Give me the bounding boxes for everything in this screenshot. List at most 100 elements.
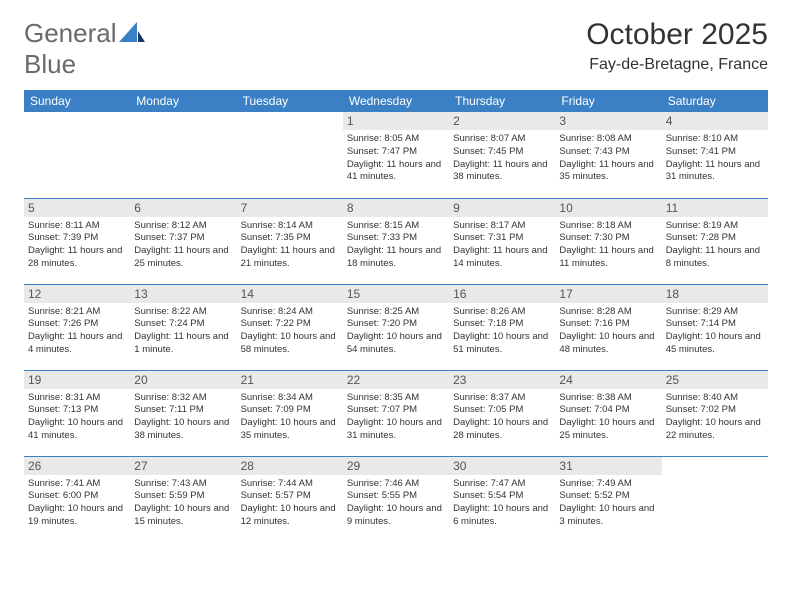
daylight-text: Daylight: 10 hours and 45 minutes.: [666, 331, 764, 357]
day-header: Tuesday: [237, 90, 343, 112]
sunset-text: Sunset: 7:11 PM: [134, 404, 232, 417]
sunrise-text: Sunrise: 8:24 AM: [241, 306, 339, 319]
day-info: Sunrise: 8:22 AMSunset: 7:24 PMDaylight:…: [134, 306, 232, 357]
day-info: Sunrise: 8:26 AMSunset: 7:18 PMDaylight:…: [453, 306, 551, 357]
daylight-text: Daylight: 10 hours and 9 minutes.: [347, 503, 445, 529]
sunrise-text: Sunrise: 8:22 AM: [134, 306, 232, 319]
daylight-text: Daylight: 10 hours and 48 minutes.: [559, 331, 657, 357]
day-info: Sunrise: 8:40 AMSunset: 7:02 PMDaylight:…: [666, 392, 764, 443]
calendar-day: 24Sunrise: 8:38 AMSunset: 7:04 PMDayligh…: [555, 370, 661, 456]
day-number: 12: [24, 285, 130, 303]
sunrise-text: Sunrise: 7:43 AM: [134, 478, 232, 491]
calendar-day: 25Sunrise: 8:40 AMSunset: 7:02 PMDayligh…: [662, 370, 768, 456]
sunset-text: Sunset: 7:07 PM: [347, 404, 445, 417]
day-info: Sunrise: 8:24 AMSunset: 7:22 PMDaylight:…: [241, 306, 339, 357]
day-info: Sunrise: 8:14 AMSunset: 7:35 PMDaylight:…: [241, 220, 339, 271]
daylight-text: Daylight: 10 hours and 38 minutes.: [134, 417, 232, 443]
sunrise-text: Sunrise: 7:47 AM: [453, 478, 551, 491]
sunset-text: Sunset: 7:43 PM: [559, 146, 657, 159]
calendar-day: 15Sunrise: 8:25 AMSunset: 7:20 PMDayligh…: [343, 284, 449, 370]
sunset-text: Sunset: 7:13 PM: [28, 404, 126, 417]
daylight-text: Daylight: 10 hours and 54 minutes.: [347, 331, 445, 357]
day-number: 6: [130, 199, 236, 217]
daylight-text: Daylight: 10 hours and 19 minutes.: [28, 503, 126, 529]
calendar-day: 9Sunrise: 8:17 AMSunset: 7:31 PMDaylight…: [449, 198, 555, 284]
day-header: Saturday: [662, 90, 768, 112]
day-number: 24: [555, 371, 661, 389]
sunset-text: Sunset: 7:31 PM: [453, 232, 551, 245]
day-info: Sunrise: 8:25 AMSunset: 7:20 PMDaylight:…: [347, 306, 445, 357]
day-info: Sunrise: 7:46 AMSunset: 5:55 PMDaylight:…: [347, 478, 445, 529]
daylight-text: Daylight: 11 hours and 35 minutes.: [559, 159, 657, 185]
sunrise-text: Sunrise: 8:26 AM: [453, 306, 551, 319]
sunset-text: Sunset: 7:18 PM: [453, 318, 551, 331]
calendar-week: 5Sunrise: 8:11 AMSunset: 7:39 PMDaylight…: [24, 198, 768, 284]
sunrise-text: Sunrise: 8:19 AM: [666, 220, 764, 233]
day-info: Sunrise: 8:29 AMSunset: 7:14 PMDaylight:…: [666, 306, 764, 357]
sunset-text: Sunset: 5:52 PM: [559, 490, 657, 503]
day-info: Sunrise: 8:15 AMSunset: 7:33 PMDaylight:…: [347, 220, 445, 271]
day-info: Sunrise: 7:49 AMSunset: 5:52 PMDaylight:…: [559, 478, 657, 529]
title-block: October 2025 Fay-de-Bretagne, France: [586, 18, 768, 74]
sunrise-text: Sunrise: 7:46 AM: [347, 478, 445, 491]
daylight-text: Daylight: 10 hours and 31 minutes.: [347, 417, 445, 443]
daylight-text: Daylight: 11 hours and 11 minutes.: [559, 245, 657, 271]
day-info: Sunrise: 8:28 AMSunset: 7:16 PMDaylight:…: [559, 306, 657, 357]
day-number: 20: [130, 371, 236, 389]
sunrise-text: Sunrise: 8:12 AM: [134, 220, 232, 233]
calendar-day: 16Sunrise: 8:26 AMSunset: 7:18 PMDayligh…: [449, 284, 555, 370]
sunrise-text: Sunrise: 8:38 AM: [559, 392, 657, 405]
day-number: 22: [343, 371, 449, 389]
sunset-text: Sunset: 5:57 PM: [241, 490, 339, 503]
page-title: October 2025: [586, 18, 768, 52]
sunset-text: Sunset: 6:00 PM: [28, 490, 126, 503]
sunrise-text: Sunrise: 8:40 AM: [666, 392, 764, 405]
daylight-text: Daylight: 10 hours and 3 minutes.: [559, 503, 657, 529]
day-info: Sunrise: 8:37 AMSunset: 7:05 PMDaylight:…: [453, 392, 551, 443]
sunset-text: Sunset: 7:45 PM: [453, 146, 551, 159]
day-number: 11: [662, 199, 768, 217]
daylight-text: Daylight: 11 hours and 25 minutes.: [134, 245, 232, 271]
calendar-day: 7Sunrise: 8:14 AMSunset: 7:35 PMDaylight…: [237, 198, 343, 284]
day-info: Sunrise: 7:44 AMSunset: 5:57 PMDaylight:…: [241, 478, 339, 529]
daylight-text: Daylight: 10 hours and 41 minutes.: [28, 417, 126, 443]
daylight-text: Daylight: 11 hours and 4 minutes.: [28, 331, 126, 357]
calendar-day: 19Sunrise: 8:31 AMSunset: 7:13 PMDayligh…: [24, 370, 130, 456]
calendar-day: 30Sunrise: 7:47 AMSunset: 5:54 PMDayligh…: [449, 456, 555, 542]
day-number: 4: [662, 112, 768, 130]
day-number: 8: [343, 199, 449, 217]
daylight-text: Daylight: 11 hours and 1 minute.: [134, 331, 232, 357]
daylight-text: Daylight: 11 hours and 21 minutes.: [241, 245, 339, 271]
calendar-day: 23Sunrise: 8:37 AMSunset: 7:05 PMDayligh…: [449, 370, 555, 456]
day-number: 1: [343, 112, 449, 130]
sunrise-text: Sunrise: 8:31 AM: [28, 392, 126, 405]
sunrise-text: Sunrise: 7:49 AM: [559, 478, 657, 491]
daylight-text: Daylight: 11 hours and 28 minutes.: [28, 245, 126, 271]
calendar-day: 1Sunrise: 8:05 AMSunset: 7:47 PMDaylight…: [343, 112, 449, 198]
calendar-day: [130, 112, 236, 198]
sunset-text: Sunset: 7:24 PM: [134, 318, 232, 331]
sunset-text: Sunset: 7:14 PM: [666, 318, 764, 331]
calendar-day: [237, 112, 343, 198]
day-info: Sunrise: 8:34 AMSunset: 7:09 PMDaylight:…: [241, 392, 339, 443]
header: General Blue October 2025 Fay-de-Bretagn…: [24, 18, 768, 80]
day-info: Sunrise: 8:11 AMSunset: 7:39 PMDaylight:…: [28, 220, 126, 271]
sunset-text: Sunset: 7:22 PM: [241, 318, 339, 331]
day-header: Thursday: [449, 90, 555, 112]
calendar-day: 29Sunrise: 7:46 AMSunset: 5:55 PMDayligh…: [343, 456, 449, 542]
calendar-week: 12Sunrise: 8:21 AMSunset: 7:26 PMDayligh…: [24, 284, 768, 370]
calendar-week: 1Sunrise: 8:05 AMSunset: 7:47 PMDaylight…: [24, 112, 768, 198]
day-info: Sunrise: 8:07 AMSunset: 7:45 PMDaylight:…: [453, 133, 551, 184]
sunrise-text: Sunrise: 8:05 AM: [347, 133, 445, 146]
daylight-text: Daylight: 10 hours and 25 minutes.: [559, 417, 657, 443]
day-info: Sunrise: 8:17 AMSunset: 7:31 PMDaylight:…: [453, 220, 551, 271]
day-number: 26: [24, 457, 130, 475]
calendar-day: 8 Sunrise: 8:15 AMSunset: 7:33 PMDaylight…: [343, 198, 449, 284]
sunset-text: Sunset: 7:09 PM: [241, 404, 339, 417]
calendar-day: 4Sunrise: 8:10 AMSunset: 7:41 PMDaylight…: [662, 112, 768, 198]
sunset-text: Sunset: 7:05 PM: [453, 404, 551, 417]
day-number: 10: [555, 199, 661, 217]
calendar-day: 31Sunrise: 7:49 AMSunset: 5:52 PMDayligh…: [555, 456, 661, 542]
sunrise-text: Sunrise: 7:44 AM: [241, 478, 339, 491]
calendar-week: 19Sunrise: 8:31 AMSunset: 7:13 PMDayligh…: [24, 370, 768, 456]
